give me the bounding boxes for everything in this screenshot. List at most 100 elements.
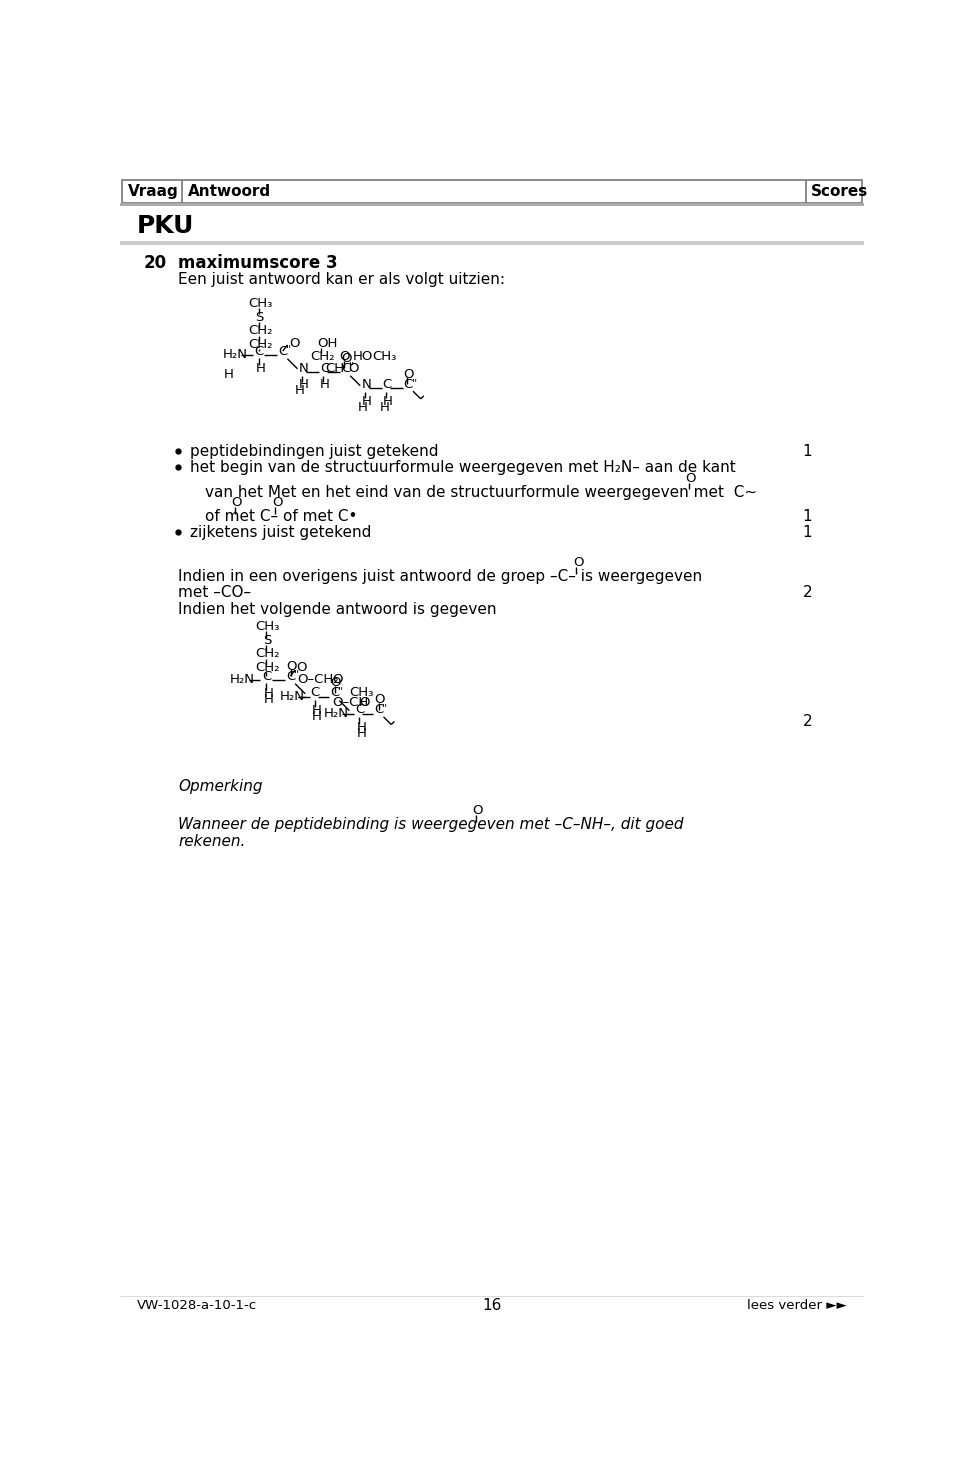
Text: CH₃: CH₃ xyxy=(248,296,273,310)
Text: O: O xyxy=(374,694,385,707)
Text: lees verder ►►: lees verder ►► xyxy=(747,1298,847,1312)
Text: H: H xyxy=(255,362,266,375)
Text: VW-1028-a-10-1-c: VW-1028-a-10-1-c xyxy=(137,1298,257,1312)
Text: O: O xyxy=(289,336,300,350)
Text: het begin van de structuurformule weergegeven met H₂N– aan de kant: het begin van de structuurformule weerge… xyxy=(190,459,735,474)
Text: O–CH₂: O–CH₂ xyxy=(298,673,339,686)
Text: O: O xyxy=(573,556,584,569)
Text: O: O xyxy=(359,695,370,708)
Text: O: O xyxy=(286,659,297,673)
Text: peptidebindingen juist getekend: peptidebindingen juist getekend xyxy=(190,443,439,459)
Text: 2: 2 xyxy=(803,585,812,600)
Text: H: H xyxy=(379,400,390,413)
Text: rekenen.: rekenen. xyxy=(179,834,246,849)
Text: O: O xyxy=(341,351,351,365)
Text: C: C xyxy=(254,345,263,357)
Text: H₂N: H₂N xyxy=(279,691,304,704)
Text: C: C xyxy=(286,670,295,683)
Text: C: C xyxy=(262,670,271,683)
Text: OH: OH xyxy=(318,336,338,350)
Text: H: H xyxy=(362,394,372,408)
Text: ": " xyxy=(294,668,299,679)
Text: S: S xyxy=(255,311,264,323)
Text: CH₃: CH₃ xyxy=(255,621,280,633)
Text: O: O xyxy=(330,676,341,689)
Text: H: H xyxy=(356,722,367,734)
Text: Antwoord: Antwoord xyxy=(187,184,271,199)
Text: O: O xyxy=(348,362,359,375)
Text: HO: HO xyxy=(352,350,372,363)
Text: Vraag: Vraag xyxy=(128,184,179,199)
Text: O: O xyxy=(472,805,483,817)
Text: C: C xyxy=(383,378,392,391)
Text: H: H xyxy=(358,400,368,413)
Text: H: H xyxy=(263,688,274,700)
Text: ": " xyxy=(286,344,291,354)
Text: Opmerking: Opmerking xyxy=(179,778,263,794)
Text: O: O xyxy=(272,496,282,510)
Text: O: O xyxy=(339,350,349,363)
Text: CH₂: CH₂ xyxy=(255,648,280,659)
Text: Wanneer de peptidebinding is weergegeven met –C–NH–, dit goed: Wanneer de peptidebinding is weergegeven… xyxy=(179,817,684,831)
Text: CH₃: CH₃ xyxy=(372,350,396,363)
Text: ": " xyxy=(348,362,354,372)
Text: O: O xyxy=(332,673,343,686)
Text: Indien het volgende antwoord is gegeven: Indien het volgende antwoord is gegeven xyxy=(179,602,496,617)
Text: of met C– of met C•: of met C– of met C• xyxy=(205,510,358,525)
Text: 1: 1 xyxy=(803,443,812,459)
Text: C: C xyxy=(278,345,287,357)
Text: O: O xyxy=(685,471,696,485)
Text: ": " xyxy=(412,378,417,388)
Text: H₂N: H₂N xyxy=(324,707,348,720)
Text: C: C xyxy=(320,362,329,375)
Text: C: C xyxy=(374,704,383,716)
Text: met –CO–: met –CO– xyxy=(179,585,252,600)
Text: CH₂: CH₂ xyxy=(248,323,273,336)
Text: Scores: Scores xyxy=(811,184,869,199)
Text: C: C xyxy=(403,378,413,391)
Text: van het Met en het eind van de structuurformule weergegeven met  C∼: van het Met en het eind van de structuur… xyxy=(205,485,757,499)
Text: PKU: PKU xyxy=(137,213,195,237)
Text: C: C xyxy=(355,704,364,716)
Text: Een juist antwoord kan er als volgt uitzien:: Een juist antwoord kan er als volgt uitz… xyxy=(179,273,505,288)
Text: H: H xyxy=(383,394,393,408)
Text: H₂N: H₂N xyxy=(230,673,255,686)
Text: N: N xyxy=(299,362,309,375)
Text: S: S xyxy=(263,634,272,648)
Text: C: C xyxy=(341,362,350,375)
Bar xyxy=(120,242,864,245)
Text: H: H xyxy=(312,704,322,717)
Text: 1: 1 xyxy=(803,510,812,525)
Text: O–CH: O–CH xyxy=(332,695,369,708)
Text: CH₂: CH₂ xyxy=(255,661,280,674)
Text: H: H xyxy=(224,368,233,381)
Text: H₂N: H₂N xyxy=(223,348,248,362)
Text: zijketens juist getekend: zijketens juist getekend xyxy=(190,525,372,539)
Text: N: N xyxy=(362,378,372,391)
Text: O: O xyxy=(231,496,242,510)
Text: C: C xyxy=(311,686,320,700)
Text: H: H xyxy=(299,378,309,391)
Text: 20: 20 xyxy=(143,253,166,271)
Text: 1: 1 xyxy=(803,525,812,539)
Bar xyxy=(120,203,864,206)
Text: CH: CH xyxy=(325,362,345,375)
Text: ": " xyxy=(338,686,343,695)
Text: CH₂: CH₂ xyxy=(248,338,273,351)
Text: 2: 2 xyxy=(803,714,812,729)
Text: ": " xyxy=(382,702,387,713)
Text: H: H xyxy=(320,378,330,391)
Text: O: O xyxy=(403,368,414,381)
Text: Indien in een overigens juist antwoord de groep –C– is weergegeven: Indien in een overigens juist antwoord d… xyxy=(179,569,703,584)
Text: H: H xyxy=(295,384,305,397)
Text: CH₂: CH₂ xyxy=(310,350,334,363)
Text: 16: 16 xyxy=(482,1298,502,1313)
Text: CH₃: CH₃ xyxy=(349,686,373,700)
Text: H: H xyxy=(312,710,322,723)
Text: O: O xyxy=(296,661,306,674)
Text: H: H xyxy=(356,726,367,740)
Text: H: H xyxy=(263,692,274,705)
Bar xyxy=(122,181,862,203)
Text: C: C xyxy=(330,686,339,700)
Text: maximumscore 3: maximumscore 3 xyxy=(179,253,338,271)
